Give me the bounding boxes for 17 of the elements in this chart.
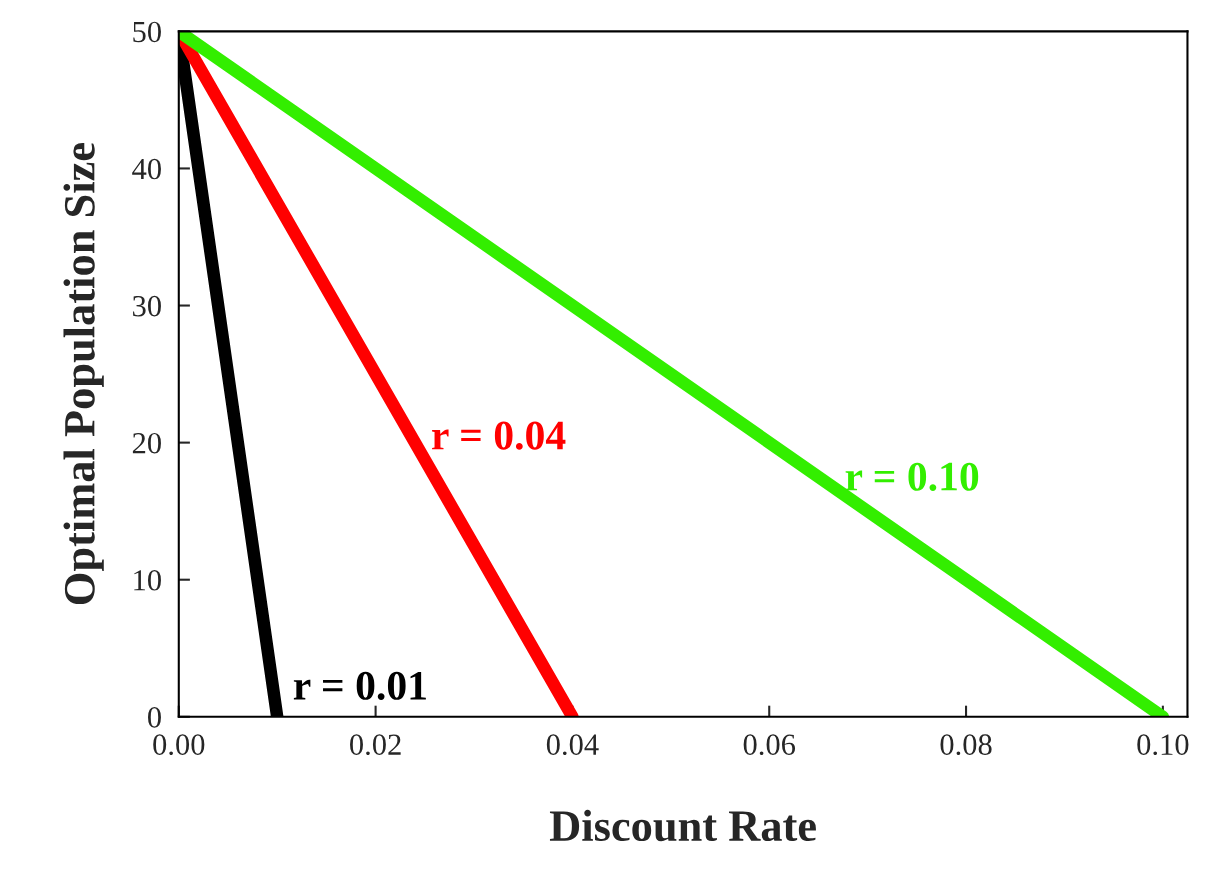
x-tick-label: 0.04 — [546, 734, 599, 756]
y-tick-label: 0 — [148, 707, 161, 728]
y-tick-label: 40 — [132, 158, 161, 180]
series-label: r = 0.01 — [293, 671, 426, 700]
x-tick-label: 0.02 — [350, 734, 401, 756]
x-axis-title: Discount Rate — [549, 809, 816, 842]
x-tick-label: 0.10 — [1137, 734, 1189, 756]
x-tick-label: 0.00 — [153, 734, 205, 756]
series-label: r = 0.04 — [432, 421, 566, 450]
x-tick-label: 0.08 — [940, 734, 992, 756]
x-tick-label: 0.06 — [743, 734, 796, 756]
y-tick-label: 10 — [134, 569, 161, 591]
series-label: r = 0.10 — [845, 462, 979, 491]
y-axis-title: Optimal Population Size — [63, 143, 104, 605]
y-tick-label: 50 — [133, 21, 161, 43]
y-tick-label: 20 — [132, 432, 161, 454]
y-tick-label: 30 — [133, 295, 161, 317]
